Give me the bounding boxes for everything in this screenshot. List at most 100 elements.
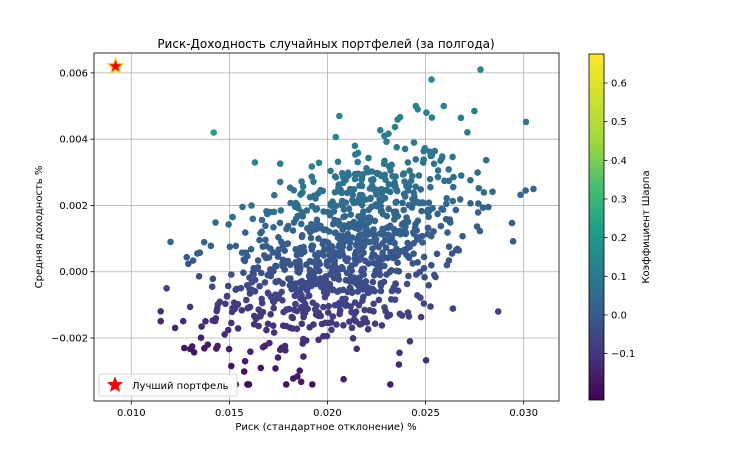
y-axis-ticks: −0.002 0.000 0.002 0.004 0.006 xyxy=(51,68,94,345)
data-point xyxy=(167,238,174,246)
data-point xyxy=(309,381,316,388)
data-point xyxy=(332,133,340,141)
data-point xyxy=(329,220,337,228)
data-point xyxy=(284,259,291,267)
data-point xyxy=(345,205,353,213)
data-point xyxy=(417,186,425,193)
data-point xyxy=(388,238,395,246)
data-point xyxy=(246,290,254,297)
data-point xyxy=(221,331,228,338)
data-point xyxy=(327,271,334,278)
colorbar-tick-label: 0.5 xyxy=(611,117,627,128)
data-point xyxy=(387,381,394,388)
data-point xyxy=(379,225,386,233)
data-point xyxy=(373,191,380,198)
data-point xyxy=(356,182,363,189)
data-point xyxy=(445,257,453,264)
y-tick-label: −0.002 xyxy=(51,334,88,345)
data-point xyxy=(370,226,377,233)
data-point xyxy=(228,362,235,370)
data-point xyxy=(279,297,286,304)
data-point xyxy=(449,183,457,191)
data-point xyxy=(298,233,306,241)
data-point xyxy=(425,282,433,289)
data-point xyxy=(313,220,320,227)
data-point xyxy=(171,324,179,332)
data-point xyxy=(274,354,282,361)
data-point xyxy=(179,317,187,325)
data-point xyxy=(328,286,336,294)
data-point xyxy=(190,349,198,356)
data-point xyxy=(396,349,403,357)
data-point xyxy=(347,273,355,281)
data-point xyxy=(426,175,434,183)
data-point xyxy=(480,189,488,196)
data-point xyxy=(349,335,357,342)
data-point xyxy=(328,326,335,334)
y-tick-label: 0.004 xyxy=(59,135,88,146)
data-point xyxy=(254,265,261,273)
data-point xyxy=(342,199,350,206)
data-point xyxy=(365,154,372,162)
data-point xyxy=(365,289,373,296)
data-point xyxy=(406,167,413,174)
data-point xyxy=(333,321,340,328)
data-point xyxy=(443,195,451,202)
data-point xyxy=(299,183,307,190)
data-point xyxy=(330,251,337,258)
data-point xyxy=(417,294,424,302)
x-axis-label: Риск (стандартное отклонение) % xyxy=(235,422,416,433)
data-point xyxy=(383,186,390,194)
data-point xyxy=(262,236,269,244)
data-point xyxy=(313,253,321,261)
data-point xyxy=(241,357,249,365)
data-point xyxy=(348,288,355,295)
data-point xyxy=(369,278,377,286)
colorbar-tick-label: −0.1 xyxy=(611,349,635,360)
data-point xyxy=(306,257,314,265)
data-point xyxy=(522,118,530,126)
data-point xyxy=(346,264,354,272)
data-point xyxy=(405,272,412,280)
data-point xyxy=(185,260,192,268)
data-point xyxy=(293,285,300,293)
data-point xyxy=(467,200,474,207)
data-point xyxy=(385,205,393,213)
data-point xyxy=(226,243,234,251)
data-point xyxy=(228,271,235,278)
data-point xyxy=(332,202,340,210)
data-point xyxy=(292,199,300,207)
data-point xyxy=(482,156,490,164)
data-point xyxy=(223,293,231,300)
data-point xyxy=(350,316,358,323)
data-point xyxy=(428,76,435,83)
data-point xyxy=(198,323,205,330)
data-point xyxy=(410,189,418,196)
data-point xyxy=(292,215,300,223)
data-point xyxy=(364,326,372,333)
data-point xyxy=(351,142,359,150)
data-point xyxy=(329,257,337,265)
data-point xyxy=(289,375,297,382)
data-point xyxy=(404,159,412,166)
data-point xyxy=(383,138,390,145)
data-point xyxy=(392,199,400,206)
data-point xyxy=(420,253,428,261)
data-point xyxy=(251,159,259,166)
data-point xyxy=(287,199,294,207)
data-point xyxy=(351,224,359,231)
data-point xyxy=(325,228,333,235)
data-point xyxy=(278,288,286,296)
data-point xyxy=(261,342,269,350)
data-point xyxy=(404,239,411,247)
data-point xyxy=(419,239,426,246)
data-point xyxy=(210,129,217,136)
data-point xyxy=(452,206,460,214)
x-tick-label: 0.010 xyxy=(117,408,146,419)
data-point xyxy=(359,170,367,178)
data-point xyxy=(346,220,353,228)
data-point xyxy=(256,282,263,290)
data-point xyxy=(247,348,254,356)
data-point xyxy=(434,210,441,218)
data-point xyxy=(360,208,367,215)
